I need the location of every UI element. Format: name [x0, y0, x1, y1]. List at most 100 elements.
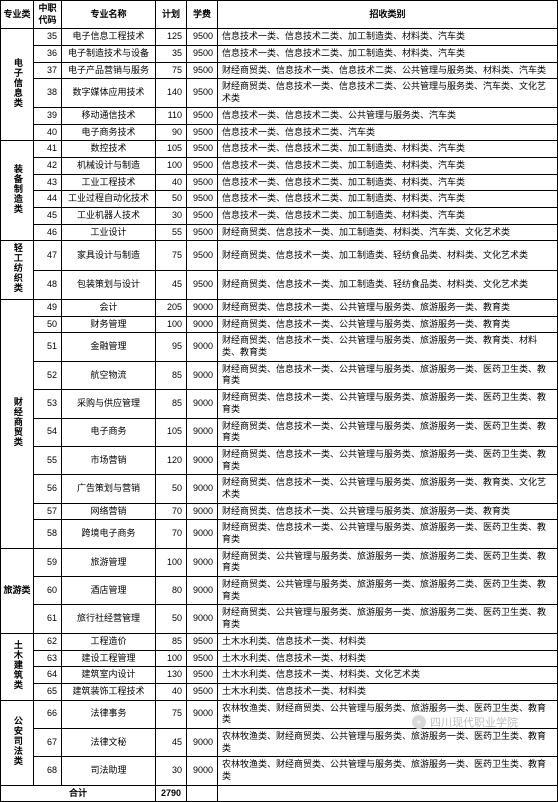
fee-cell: 9000: [187, 333, 218, 361]
code-cell: 42: [34, 157, 62, 174]
plan-cell: 55: [156, 224, 187, 241]
type-cell: 财经商贸类、公共管理与服务类、旅游服务一类、旅游服务二类、医药卫生类、教育类: [218, 605, 558, 633]
table-row: 财经商贸类49会计2059000财经商贸类、信息技术一类、公共管理与服务类、旅游…: [1, 300, 558, 317]
fee-cell: 9000: [187, 316, 218, 333]
major-cell: 移动通信技术: [62, 107, 156, 124]
table-row: 42机械设计与制造1009500信息技术一类、信息技术二类、加工制造类、材料类、…: [1, 157, 558, 174]
table-row: 旅游类59旅游管理1009000财经商贸类、公共管理与服务类、旅游服务一类、旅游…: [1, 548, 558, 576]
code-cell: 61: [34, 605, 62, 633]
type-cell: 财经商贸类、信息技术一类、加工制造类、轻纺食品类、材料类、文化艺术类: [218, 241, 558, 270]
code-cell: 36: [34, 46, 62, 63]
code-cell: 43: [34, 174, 62, 191]
plan-cell: 100: [156, 316, 187, 333]
major-cell: 工业工程技术: [62, 174, 156, 191]
code-cell: 64: [34, 667, 62, 684]
type-cell: 财经商贸类、信息技术一类、公共管理与服务类、旅游服务一类、教育类: [218, 503, 558, 520]
table-row: 64建筑室内设计1309500土木水利类、信息技术一类、材料类、文化艺术类: [1, 667, 558, 684]
plan-cell: 70: [156, 503, 187, 520]
total-value: 2790: [156, 785, 187, 802]
fee-cell: 9500: [187, 46, 218, 63]
hdr-code: 中职代码: [34, 1, 62, 29]
table-row: 67法律文秘459000农林牧渔类、财经商贸类、公共管理与服务类、旅游服务一类、…: [1, 728, 558, 756]
major-cell: 工程造价: [62, 633, 156, 650]
table-row: 45工业机器人技术309500信息技术一类、信息技术二类、加工制造类、材料类、汽…: [1, 207, 558, 224]
major-cell: 酒店管理: [62, 577, 156, 605]
table-row: 51金融管理959000财经商贸类、信息技术一类、公共管理与服务类、旅游服务一类…: [1, 333, 558, 361]
fee-cell: 9500: [187, 141, 218, 158]
plan-cell: 45: [156, 270, 187, 299]
plan-cell: 125: [156, 29, 187, 46]
type-cell: 信息技术一类、信息技术二类、加工制造类、材料类、汽车类: [218, 191, 558, 208]
fee-cell: 9000: [187, 475, 218, 503]
major-cell: 跨境电子商务: [62, 520, 156, 548]
type-cell: 信息技术一类、信息技术二类、加工制造类、材料类、汽车类: [218, 157, 558, 174]
type-cell: 信息技术一类、信息技术二类、加工制造类、材料类、汽车类: [218, 46, 558, 63]
plan-cell: 75: [156, 700, 187, 728]
fee-cell: 9000: [187, 361, 218, 389]
plan-cell: 85: [156, 361, 187, 389]
total-label: 合计: [1, 785, 156, 802]
hdr-major: 专业名称: [62, 1, 156, 29]
fee-cell: 9500: [187, 207, 218, 224]
major-cell: 网络营销: [62, 503, 156, 520]
code-cell: 39: [34, 107, 62, 124]
type-cell: 信息技术一类、信息技术二类、加工制造类、材料类、汽车类: [218, 141, 558, 158]
code-cell: 50: [34, 316, 62, 333]
type-cell: 信息技术一类、信息技术二类、汽车类: [218, 124, 558, 141]
major-cell: 电子商务技术: [62, 124, 156, 141]
code-cell: 54: [34, 418, 62, 446]
fee-cell: 9000: [187, 577, 218, 605]
category-cell: 装备制造类: [1, 141, 34, 241]
fee-cell: 9000: [187, 446, 218, 474]
major-cell: 建筑装饰工程技术: [62, 683, 156, 700]
plan-cell: 75: [156, 241, 187, 270]
plan-cell: 100: [156, 650, 187, 667]
table-row: 40电子商务技术909500信息技术一类、信息技术二类、汽车类: [1, 124, 558, 141]
major-cell: 司法助理: [62, 757, 156, 785]
table-row: 轻工纺织类47家具设计与制造759500财经商贸类、信息技术一类、加工制造类、轻…: [1, 241, 558, 270]
major-cell: 建设工程管理: [62, 650, 156, 667]
major-cell: 广告策划与营销: [62, 475, 156, 503]
major-cell: 市场营销: [62, 446, 156, 474]
plan-cell: 85: [156, 390, 187, 418]
code-cell: 62: [34, 633, 62, 650]
fee-cell: 9000: [187, 548, 218, 576]
plan-cell: 105: [156, 141, 187, 158]
major-cell: 数控技术: [62, 141, 156, 158]
hdr-fee: 学费: [187, 1, 218, 29]
code-cell: 51: [34, 333, 62, 361]
major-cell: 财务管理: [62, 316, 156, 333]
plan-cell: 120: [156, 446, 187, 474]
fee-cell: 9500: [187, 667, 218, 684]
category-cell: 财经商贸类: [1, 300, 34, 549]
plan-cell: 95: [156, 333, 187, 361]
table-row: 43工业工程技术409500信息技术一类、信息技术二类、加工制造类、材料类、汽车…: [1, 174, 558, 191]
code-cell: 65: [34, 683, 62, 700]
plan-cell: 110: [156, 107, 187, 124]
plan-cell: 75: [156, 62, 187, 79]
plan-cell: 100: [156, 157, 187, 174]
type-cell: 农林牧渔类、财经商贸类、公共管理与服务类、旅游服务一类、医药卫生类、教育类: [218, 757, 558, 785]
major-cell: 会计: [62, 300, 156, 317]
hdr-type: 招收类别: [218, 1, 558, 29]
code-cell: 38: [34, 79, 62, 107]
major-cell: 法律文秘: [62, 728, 156, 756]
table-row: 39移动通信技术1109500信息技术一类、信息技术二类、公共管理与服务类、汽车…: [1, 107, 558, 124]
table-row: 土木建筑类62工程造价859500土木水利类、信息技术一类、材料类: [1, 633, 558, 650]
table-row: 44工业过程自动化技术509500信息技术一类、信息技术二类、加工制造类、材料类…: [1, 191, 558, 208]
fee-cell: 9500: [187, 191, 218, 208]
major-cell: 电子商务: [62, 418, 156, 446]
table-row: 57网络营销709000财经商贸类、信息技术一类、公共管理与服务类、旅游服务一类…: [1, 503, 558, 520]
table-row: 电子信息类35电子信息工程技术1259500信息技术一类、信息技术二类、加工制造…: [1, 29, 558, 46]
code-cell: 56: [34, 475, 62, 503]
table-row: 58跨境电子商务709000财经商贸类、信息技术一类、公共管理与服务类、旅游服务…: [1, 520, 558, 548]
type-cell: 财经商贸类、信息技术一类、公共管理与服务类、旅游服务一类、教育类: [218, 300, 558, 317]
total-empty: [187, 785, 218, 802]
category-cell: 旅游类: [1, 548, 34, 633]
code-cell: 52: [34, 361, 62, 389]
table-row: 60酒店管理809000财经商贸类、公共管理与服务类、旅游服务一类、旅游服务二类…: [1, 577, 558, 605]
plan-cell: 205: [156, 300, 187, 317]
major-cell: 旅游管理: [62, 548, 156, 576]
major-cell: 工业过程自动化技术: [62, 191, 156, 208]
table-row: 公安司法类66法律事务759000农林牧渔类、财经商贸类、公共管理与服务类、旅游…: [1, 700, 558, 728]
